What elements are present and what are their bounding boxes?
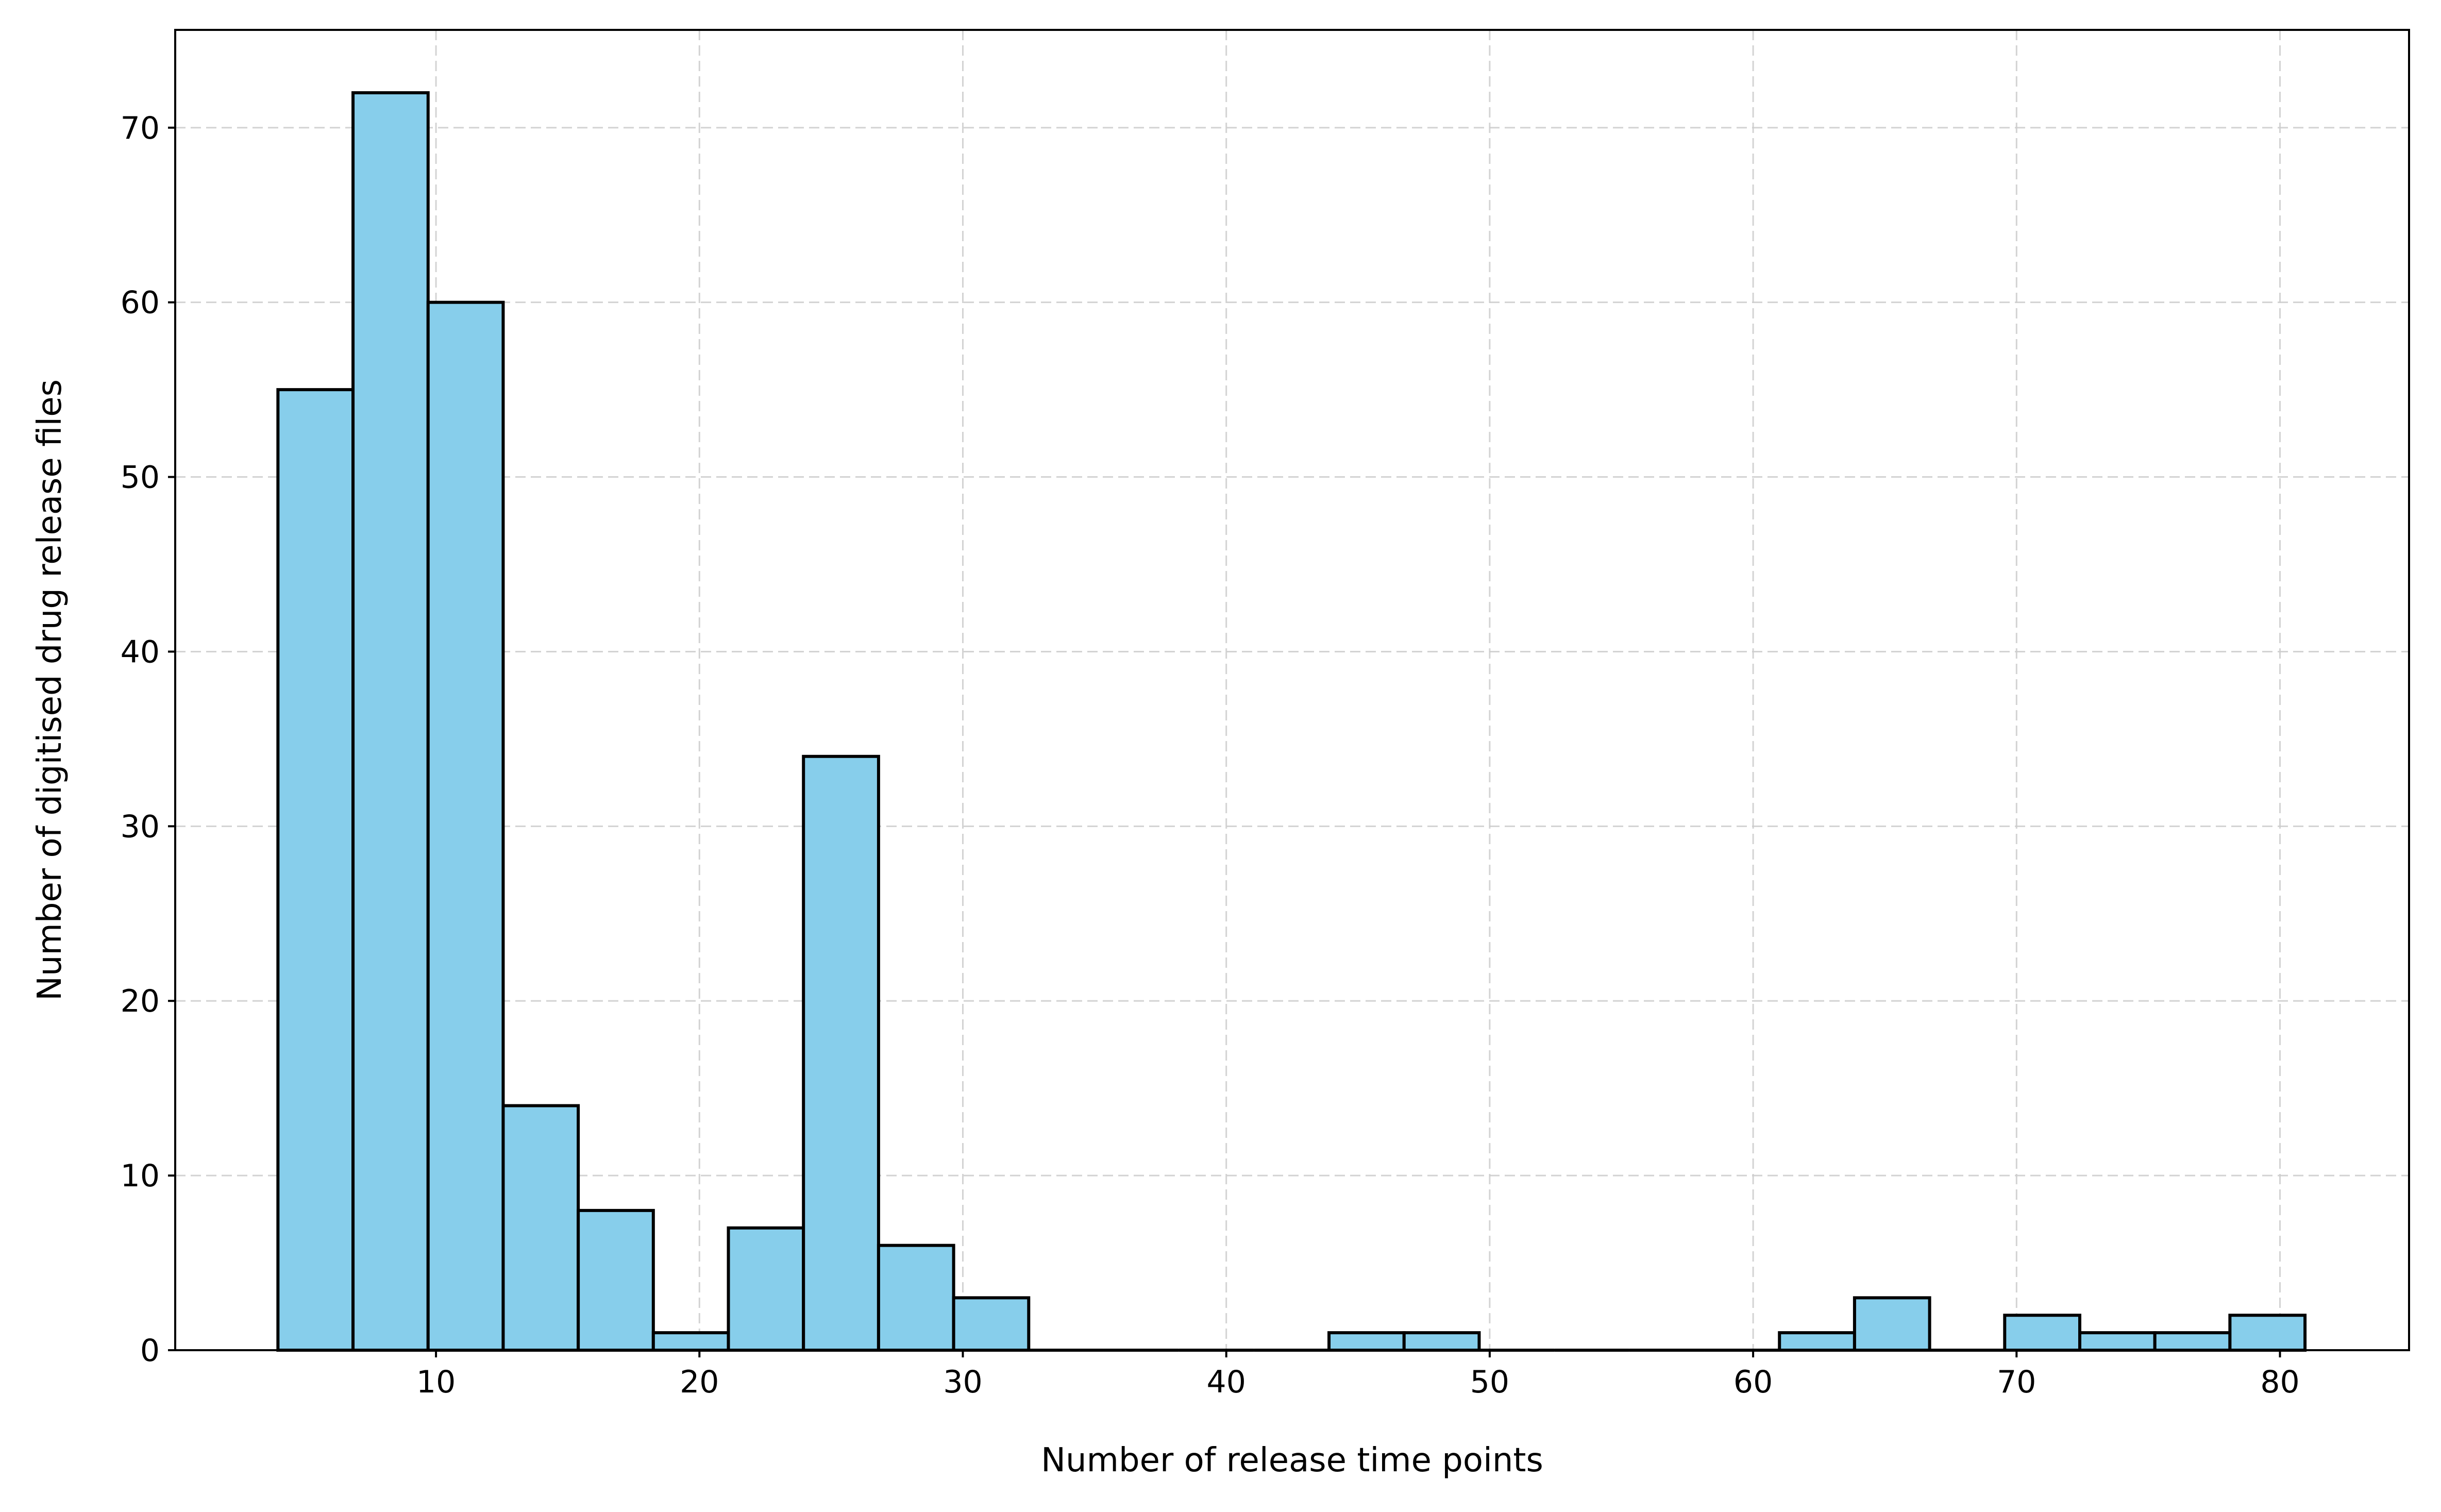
bar-21 [1853, 1296, 1931, 1352]
bar-2 [426, 300, 505, 1352]
bar-1 [351, 91, 430, 1352]
x-tick-label-7: 80 [2260, 1364, 2299, 1400]
x-tick-label-5: 60 [1733, 1364, 1773, 1400]
y-tick-label-0: 0 [140, 1333, 160, 1369]
y-tick-label-3: 30 [121, 809, 160, 845]
y-tick-label-1: 10 [121, 1158, 160, 1194]
bar-26 [2228, 1314, 2307, 1352]
y-tick-label-4: 40 [121, 634, 160, 670]
x-axis-ticks: 10 20 30 40 50 60 70 80 [416, 1350, 2300, 1400]
bar-15 [1402, 1331, 1481, 1352]
x-tick-label-3: 40 [1207, 1364, 1246, 1400]
x-tick-label-6: 70 [1997, 1364, 2036, 1400]
bar-20 [1778, 1331, 1856, 1352]
y-tick-label-6: 60 [121, 285, 160, 321]
y-tick-label-7: 70 [121, 110, 160, 146]
bar-25 [2153, 1331, 2232, 1352]
grid-lines [175, 30, 2409, 1351]
bar-24 [2078, 1331, 2157, 1352]
y-tick-label-2: 20 [121, 983, 160, 1019]
x-tick-label-4: 50 [1470, 1364, 1509, 1400]
bar-14 [1327, 1331, 1406, 1352]
bar-5 [651, 1331, 730, 1352]
bar-8 [877, 1244, 955, 1352]
bar-6 [727, 1226, 805, 1352]
bar-7 [802, 754, 880, 1352]
x-tick-label-2: 30 [943, 1364, 982, 1400]
bar-3 [501, 1104, 580, 1352]
y-axis-label: Number of digitised drug release files [31, 379, 69, 1001]
bar-9 [952, 1296, 1031, 1352]
x-tick-label-1: 20 [680, 1364, 719, 1400]
bar-4 [577, 1208, 655, 1352]
plot-frame [174, 29, 2410, 1351]
x-tick-label-0: 10 [416, 1364, 456, 1400]
y-axis-ticks: 0 10 20 30 40 50 60 70 [121, 110, 175, 1369]
y-tick-label-5: 50 [121, 460, 160, 496]
bars [276, 91, 2307, 1352]
bar-23 [2003, 1314, 2081, 1352]
bar-0 [276, 388, 355, 1352]
x-axis-label: Number of release time points [1041, 1441, 1543, 1480]
